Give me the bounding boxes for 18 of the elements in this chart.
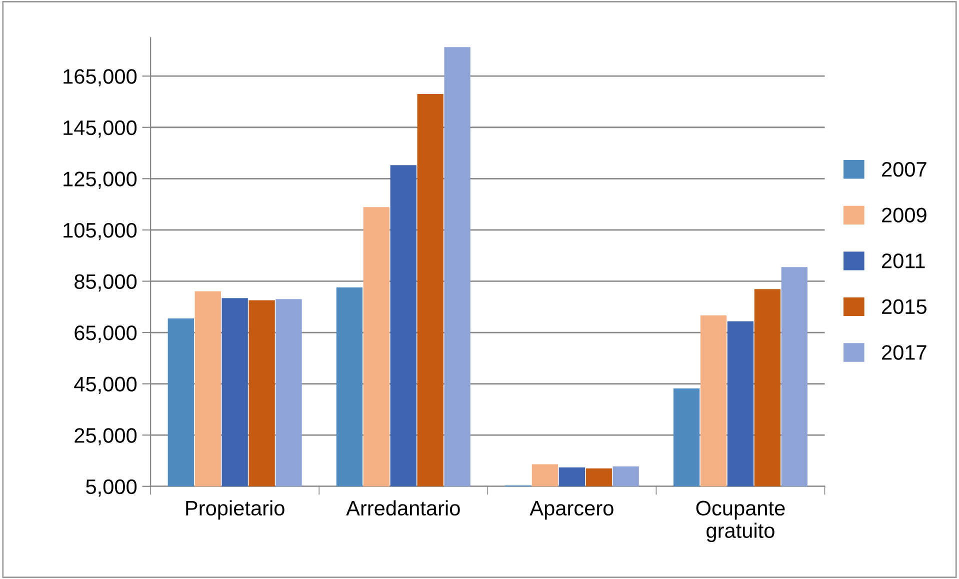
x-tick-label: Ocupante gratuito	[696, 500, 785, 542]
y-tick-label: 45,000	[74, 376, 137, 394]
y-tick-label: 105,000	[64, 222, 137, 240]
y-tick-label: 165,000	[64, 69, 137, 86]
y-tick-label: 125,000	[64, 172, 137, 189]
y-tick-label: 25,000	[74, 428, 137, 446]
y-tick-label: 65,000	[74, 326, 137, 343]
x-tick-label: Arredantario	[346, 500, 460, 516]
y-tick-label: 85,000	[74, 274, 137, 292]
legend-label: 2011	[882, 254, 925, 268]
legend-label: 2015	[882, 299, 926, 314]
x-tick-label: Aparcero	[530, 501, 614, 520]
legend-label: 2007	[882, 162, 926, 177]
x-tick-label: Propietario	[186, 500, 284, 520]
y-tick-label: 5,000	[86, 479, 137, 497]
y-tick-label: 145,000	[64, 120, 137, 138]
legend-label: 2017	[882, 345, 926, 360]
legend-label: 2009	[882, 208, 926, 222]
